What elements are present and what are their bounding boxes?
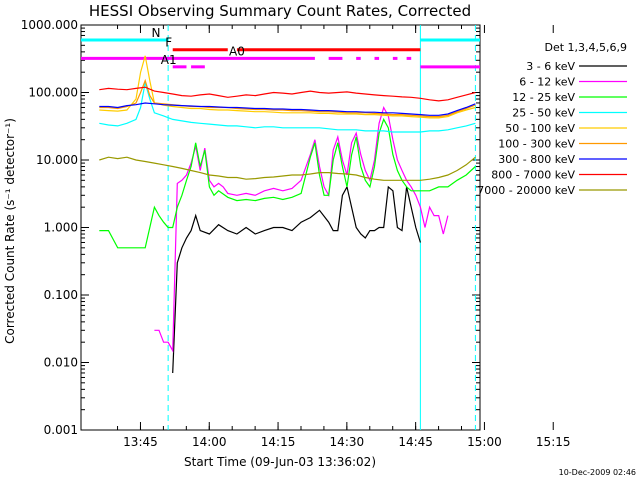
x-axis-label: Start Time (09-Jun-03 13:36:02) [184,455,376,469]
state-bar-label: F [165,36,172,50]
y-tick-label: 10.000 [36,153,78,167]
x-tick-label: 14:30 [330,435,365,449]
y-axis-label: Corrected Count Rate (s⁻¹ detector⁻¹) [3,118,17,344]
legend-label: 6 - 12 keV [519,76,575,89]
y-tick-label: 1000.000 [21,18,78,32]
x-tick-label: 13:45 [123,435,158,449]
x-tick-label: 14:00 [192,435,227,449]
series-line-4 [99,55,476,119]
series-line-7 [99,86,476,102]
series-line-2 [99,117,476,249]
legend-label: 50 - 100 keV [505,122,575,135]
x-tick-label: 15:15 [536,435,571,449]
y-tick-label: 100.000 [28,86,78,100]
y-tick-label: 0.001 [44,423,78,437]
series-line-8 [99,156,476,181]
state-bar-label: A1 [161,53,177,67]
x-tick-label: 14:45 [398,435,433,449]
legend-label: 25 - 50 keV [512,107,575,120]
x-tick-label: 14:15 [261,435,296,449]
y-tick-label: 0.010 [44,356,78,370]
state-bar-label: A0 [229,44,245,58]
x-tick-label: 15:00 [467,435,502,449]
legend-label: 12 - 25 keV [512,91,575,104]
y-tick-label: 1.000 [44,221,78,235]
series-line-6 [99,102,476,116]
legend-label: 800 - 7000 keV [491,169,575,182]
legend-label: 100 - 300 keV [498,138,575,151]
series-line-0 [172,185,421,374]
legend-title: Det 1,3,4,5,6,9 [544,41,627,54]
plot-area: 0.001 0.010 0.100 1.000 10.000 100.000 1000.00… [21,18,571,449]
legend-label: 7000 - 20000 keV [477,184,575,197]
series-line-5 [99,78,476,118]
state-bar-label: N [152,26,161,40]
legend-label: 3 - 6 keV [526,60,575,73]
timestamp: 10-Dec-2009 02:46 [559,468,636,477]
y-tick-label: 0.100 [44,288,78,302]
legend: Det 1,3,4,5,6,9 3 - 6 keV 6 - 12 keV 12 - … [477,41,627,197]
chart-title: HESSI Observing Summary Count Rates, Cor… [89,2,471,20]
legend-label: 300 - 800 keV [498,153,575,166]
series-line-1 [154,105,449,353]
series-line-3 [99,82,476,133]
